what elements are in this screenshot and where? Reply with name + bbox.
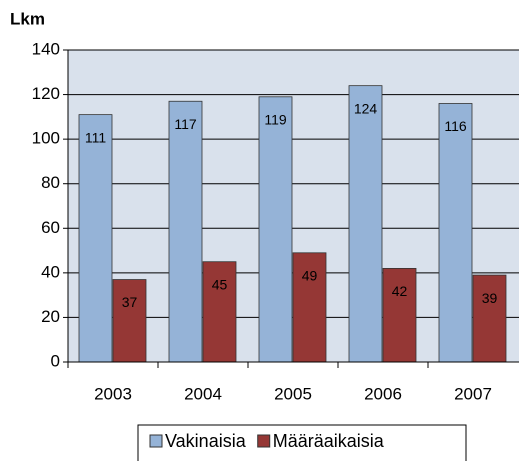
y-tick-label: 120 [32,84,60,103]
data-label: 117 [174,116,197,132]
y-tick-label: 80 [41,173,60,192]
x-tick-label: 2005 [274,384,312,403]
data-label: 42 [392,283,408,299]
legend-box [137,424,467,461]
y-tick-label: 60 [41,218,60,237]
bar [438,103,473,363]
bar [472,274,507,363]
legend-label: Vakinaisia [165,431,247,451]
data-label: 124 [354,100,378,116]
data-label: 45 [212,276,228,292]
data-label: 111 [85,129,106,145]
bar [168,100,203,363]
y-tick-label: 40 [41,262,60,281]
data-label: 119 [264,112,287,128]
data-label: 49 [302,268,318,284]
data-label: 37 [122,294,138,310]
y-tick-label: 0 [51,351,60,370]
x-tick-label: 2007 [454,384,492,403]
bar [348,85,383,363]
x-tick-label: 2006 [364,384,402,403]
y-tick-label: 100 [32,129,60,148]
legend-swatch [257,434,271,448]
bar [78,114,113,363]
data-label: 39 [482,290,498,306]
y-tick-label: 20 [41,307,60,326]
bar [258,96,293,363]
bar [112,279,147,363]
y-tick-label: 140 [32,39,60,58]
legend-swatch [149,434,163,448]
data-label: 116 [444,118,467,134]
bar [292,252,327,363]
legend-label: Määräaikaisia [273,431,385,451]
bar [382,267,417,363]
y-axis-label: Lkm [10,9,45,28]
x-tick-label: 2003 [94,384,132,403]
x-tick-label: 2004 [184,384,222,403]
